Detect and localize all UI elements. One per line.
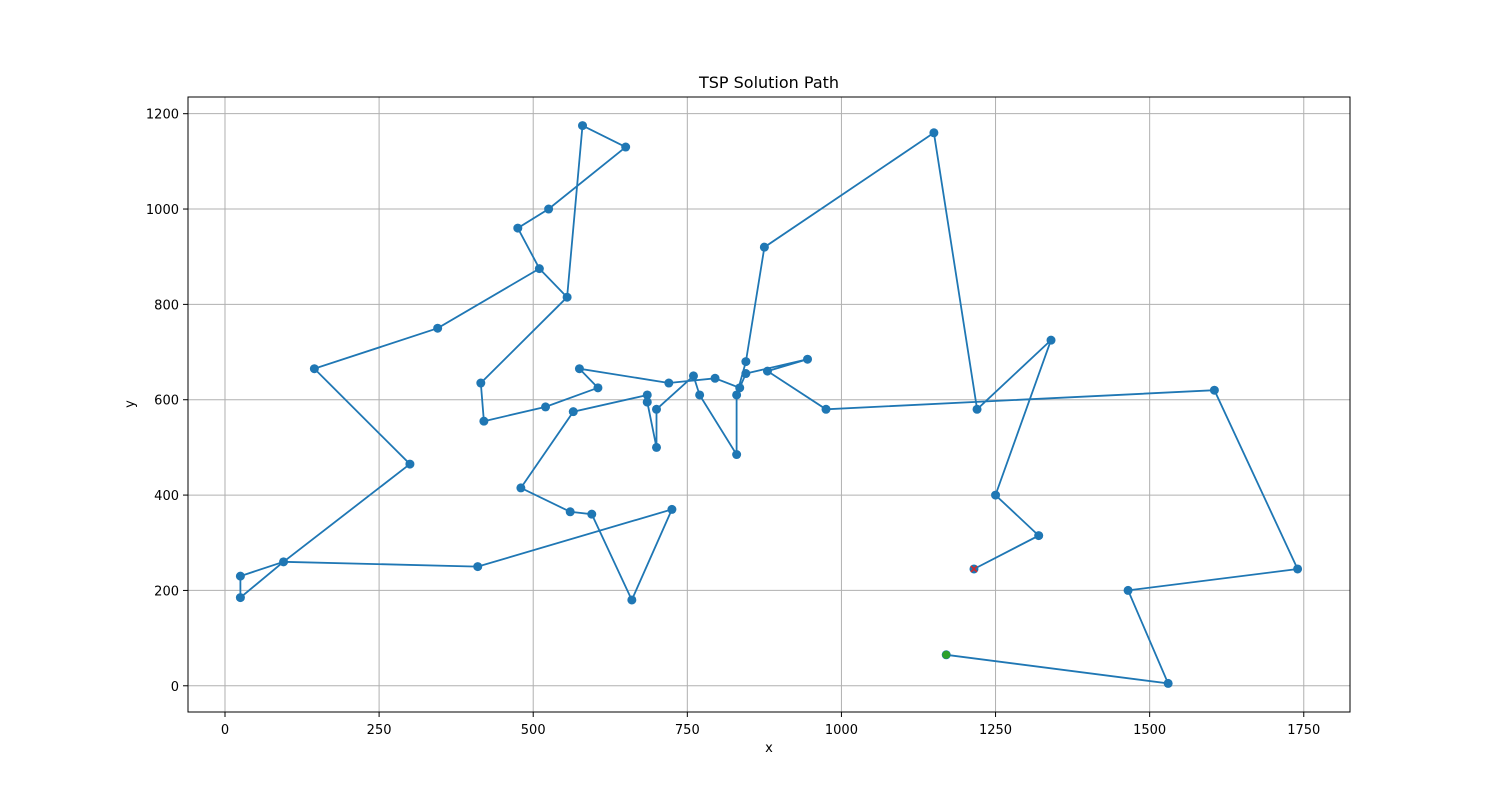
- city-point: [473, 562, 483, 572]
- city-point: [1163, 678, 1173, 688]
- tsp-route-loop-line: [516, 124, 628, 298]
- y-tick-label: 800: [154, 298, 179, 313]
- city-point: [405, 459, 415, 469]
- city-point: [732, 450, 742, 460]
- city-point: [991, 490, 1001, 500]
- city-point: [587, 509, 597, 519]
- city-point: [235, 593, 245, 603]
- x-axis-ticks: 0 250 500 750 1000 1250 1500 1750: [221, 712, 1320, 738]
- city-point: [732, 390, 742, 400]
- city-point: [651, 404, 661, 414]
- x-tick-label: 1500: [1133, 723, 1166, 738]
- start-point-marker: [942, 650, 951, 659]
- y-tick-label: 600: [154, 394, 179, 409]
- city-point: [544, 204, 554, 214]
- y-tick-label: 400: [154, 489, 179, 504]
- city-point: [688, 371, 698, 381]
- city-point: [821, 404, 831, 414]
- city-point: [642, 390, 652, 400]
- y-tick-label: 0: [171, 680, 179, 695]
- end-point-cross: [970, 565, 978, 573]
- city-points: [235, 121, 1303, 688]
- city-point: [562, 292, 572, 302]
- city-point: [279, 557, 289, 567]
- city-point: [568, 407, 578, 417]
- city-point: [1123, 585, 1133, 595]
- y-tick-label: 200: [154, 584, 179, 599]
- city-point: [929, 128, 939, 138]
- chart-title: TSP Solution Path: [698, 73, 839, 92]
- city-point: [621, 142, 631, 152]
- plot-frame: [187, 96, 1351, 713]
- city-point: [513, 223, 523, 233]
- city-point: [741, 369, 751, 379]
- city-point: [479, 416, 489, 426]
- x-tick-label: 1000: [825, 723, 858, 738]
- city-point: [651, 442, 661, 452]
- city-point: [309, 364, 319, 374]
- y-tick-label: 1000: [146, 203, 179, 218]
- city-point: [476, 378, 486, 388]
- city-point: [578, 121, 588, 131]
- x-tick-label: 1250: [979, 723, 1012, 738]
- city-point: [574, 364, 584, 374]
- grid-lines: [188, 97, 1350, 712]
- city-point: [516, 483, 526, 493]
- city-point: [762, 366, 772, 376]
- x-tick-label: 0: [221, 723, 229, 738]
- city-point: [593, 383, 603, 393]
- x-tick-label: 750: [675, 723, 700, 738]
- city-point: [972, 404, 982, 414]
- x-tick-label: 1750: [1287, 723, 1320, 738]
- tsp-route-line: [239, 131, 1299, 685]
- x-axis-label: x: [765, 741, 773, 756]
- city-point: [741, 357, 751, 367]
- city-point: [534, 264, 544, 274]
- city-point: [1046, 335, 1056, 345]
- city-point: [627, 595, 637, 605]
- y-axis-label: y: [123, 400, 138, 408]
- city-point: [664, 378, 674, 388]
- x-tick-label: 500: [521, 723, 546, 738]
- y-tick-label: 1200: [146, 108, 179, 123]
- city-point: [667, 504, 677, 514]
- city-point: [803, 354, 813, 364]
- x-tick-label: 250: [367, 723, 392, 738]
- city-point: [642, 397, 652, 407]
- city-point: [1293, 564, 1303, 574]
- city-point: [433, 323, 443, 333]
- city-point: [235, 571, 245, 581]
- y-axis-ticks: 0 200 400 600 800 1000 1200: [146, 108, 188, 695]
- city-point: [541, 402, 551, 412]
- city-point: [565, 507, 575, 517]
- city-point: [735, 383, 745, 393]
- city-point: [710, 373, 720, 383]
- city-point: [1209, 385, 1219, 395]
- city-point: [1034, 531, 1044, 541]
- city-point: [695, 390, 705, 400]
- city-point: [759, 242, 769, 252]
